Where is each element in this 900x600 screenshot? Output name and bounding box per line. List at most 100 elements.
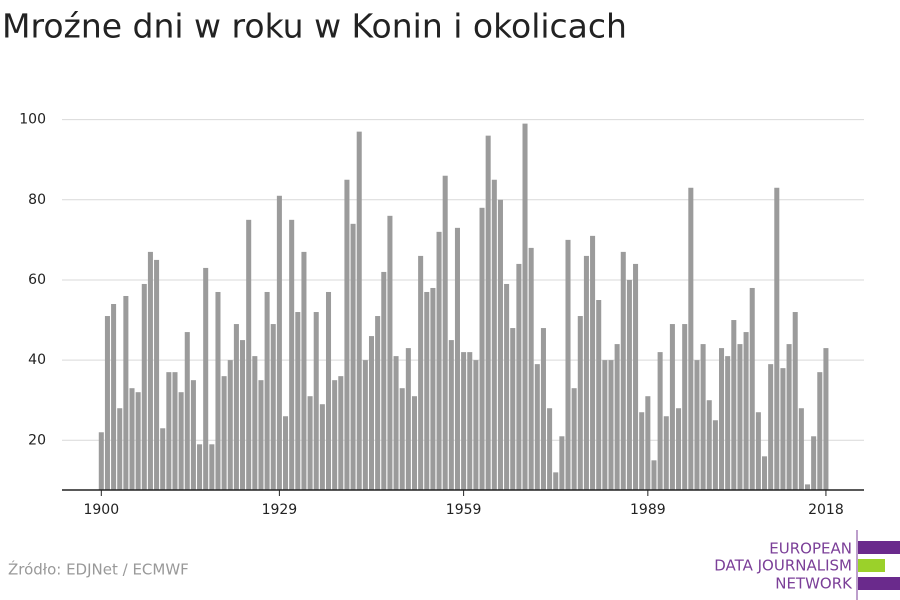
bar [436, 231, 442, 490]
bar [639, 412, 645, 490]
bar [608, 360, 614, 490]
bar [454, 227, 460, 490]
bar [283, 416, 289, 490]
bar [786, 344, 792, 490]
bar [491, 179, 497, 490]
bar [98, 432, 104, 490]
bar [197, 444, 203, 490]
bar [479, 207, 485, 490]
bar [258, 380, 264, 490]
bar [553, 472, 559, 490]
bar [682, 324, 688, 490]
bar [528, 247, 534, 490]
bar [313, 312, 319, 490]
bar [356, 131, 362, 490]
bar [332, 380, 338, 490]
bar [504, 283, 510, 490]
bar [565, 239, 571, 490]
bar [620, 251, 626, 490]
bar [147, 251, 153, 490]
bar [442, 175, 448, 490]
bar [307, 396, 313, 490]
bar [485, 135, 491, 490]
bar [135, 392, 141, 490]
bar [448, 340, 454, 490]
bar [817, 372, 823, 490]
bar [221, 376, 227, 490]
bar [755, 412, 761, 490]
bar [319, 404, 325, 490]
bar [473, 360, 479, 490]
bar [215, 291, 221, 490]
bar [368, 336, 375, 490]
bar [209, 444, 215, 490]
logo-bar [858, 577, 900, 590]
bar [583, 255, 589, 490]
bar [577, 316, 583, 490]
bar [393, 356, 399, 490]
bar [712, 420, 718, 490]
bar [387, 215, 393, 490]
bar [467, 352, 473, 490]
bar [190, 380, 196, 490]
chart-title: Mroźne dni w roku w Konin i okolicach [2, 7, 627, 46]
bar [240, 340, 246, 490]
bar [761, 456, 768, 490]
bar [749, 287, 755, 490]
bar [823, 348, 829, 490]
bar [792, 312, 798, 490]
bar [178, 392, 184, 490]
bar [706, 400, 712, 490]
bar [626, 279, 632, 490]
bar [203, 267, 209, 490]
logo-text: DATA JOURNALISM [714, 557, 852, 575]
bar [700, 344, 706, 490]
bar [725, 356, 731, 490]
x-tick-label: 1929 [262, 502, 298, 518]
bar [246, 219, 252, 491]
bar [418, 255, 424, 490]
bar [547, 408, 553, 490]
bar [633, 263, 639, 490]
bar [522, 123, 528, 490]
bar [344, 179, 350, 490]
bar [270, 324, 276, 490]
bar [571, 388, 577, 490]
logo-bar [858, 541, 900, 554]
bar [129, 388, 135, 490]
logo-text: EUROPEAN [769, 540, 852, 558]
bar [325, 291, 332, 490]
bar [676, 408, 682, 490]
bar [424, 291, 430, 490]
bar [657, 352, 663, 490]
bar [719, 348, 725, 490]
bar [411, 396, 418, 490]
bar [497, 199, 503, 490]
bar [645, 396, 651, 490]
bar [516, 263, 522, 490]
bar [154, 259, 160, 490]
bar [117, 408, 123, 490]
bar [295, 312, 301, 490]
bar [774, 187, 780, 490]
bar [663, 416, 669, 490]
bar [590, 235, 596, 490]
bar [227, 360, 233, 490]
bar [362, 360, 368, 490]
bar [669, 324, 675, 490]
bar [141, 283, 147, 490]
bar [510, 328, 516, 490]
bar [381, 271, 387, 490]
bar [540, 328, 546, 490]
bar [614, 344, 620, 490]
bar [301, 251, 307, 490]
y-tick-label: 60 [28, 272, 46, 288]
x-tick-label: 2018 [808, 502, 844, 518]
bar [430, 287, 436, 490]
bar [737, 344, 743, 490]
bar [559, 436, 565, 490]
bar [399, 388, 405, 490]
bar [166, 372, 172, 490]
y-tick-label: 40 [28, 352, 46, 368]
x-tick-label: 1900 [83, 502, 119, 518]
